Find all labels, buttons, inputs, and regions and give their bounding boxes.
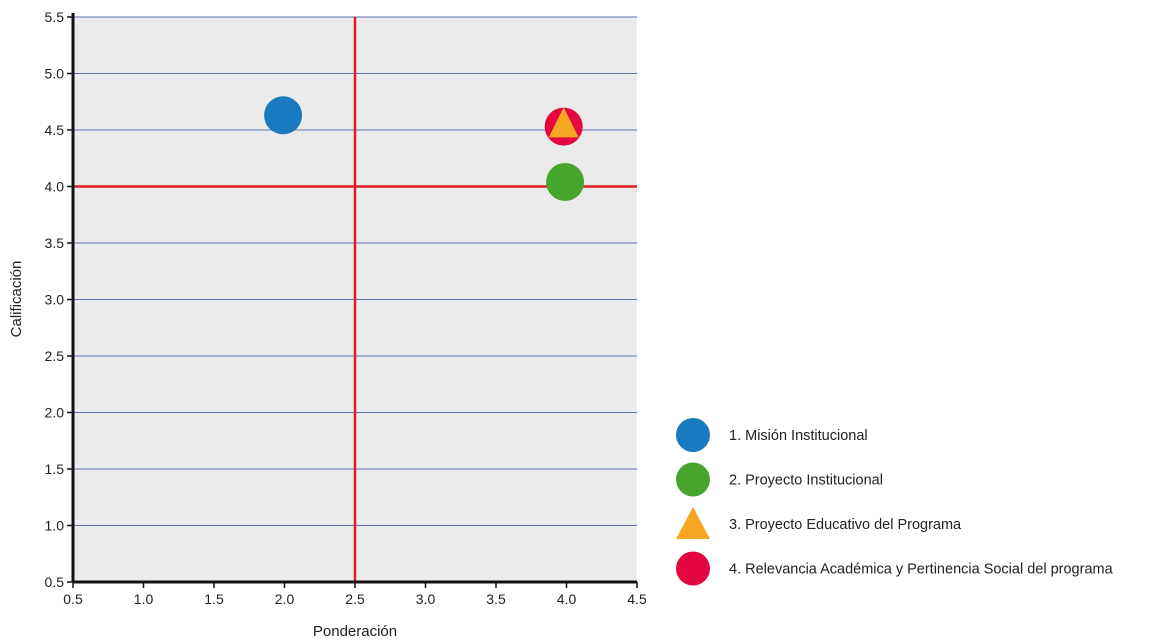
data-point-1 [264,96,303,135]
y-tick-label-5.0: 5.0 [45,66,65,82]
legend-label-3: 3. Proyecto Educativo del Programa [729,517,962,533]
legend-marker-1 [676,418,710,452]
x-tick-label-4.5: 4.5 [627,591,647,607]
x-tick-label-1.5: 1.5 [204,591,224,607]
data-point-3 [548,107,579,138]
x-tick-label-0.5: 0.5 [63,591,83,607]
reference-lines [73,17,637,582]
y-tick-label-4.0: 4.0 [45,179,65,195]
x-axis-title: Ponderación [313,623,397,640]
y-axis-title: Calificación [8,261,25,338]
y-tick-label-3.0: 3.0 [45,292,65,308]
x-tick-label-4.0: 4.0 [557,591,577,607]
data-points [264,96,585,201]
x-tick-label-3.5: 3.5 [486,591,506,607]
legend-marker-2 [676,462,710,497]
y-tick-label-2.0: 2.0 [45,405,65,421]
legend-marker-3 [676,507,710,539]
y-tick-labels: 0.5 1.0 1.5 2.0 2.5 3.0 3.5 4.0 4.5 5.0 5.5 [45,9,73,590]
x-tick-label-2.5: 2.5 [345,591,365,607]
y-tick-label-4.5: 4.5 [45,122,65,138]
legend-label-1: 1. Misión Institucional [729,428,868,444]
x-tick-labels: 0.5 1.0 1.5 2.0 2.5 3.0 3.5 4.0 4.5 [63,582,647,607]
legend-marker-4 [676,551,710,586]
y-tick-label-0.5: 0.5 [45,574,65,590]
y-tick-label-5.5: 5.5 [45,9,65,25]
y-tick-label-1.0: 1.0 [45,518,65,534]
y-tick-label-1.5: 1.5 [45,461,65,477]
y-tick-label-2.5: 2.5 [45,348,65,364]
legend-label-4: 4. Relevancia Académica y Pertinencia So… [729,562,1114,578]
x-tick-label-3.0: 3.0 [416,591,436,607]
x-tick-label-1.0: 1.0 [134,591,154,607]
legend-label-2: 2. Proyecto Institucional [729,473,883,489]
y-tick-label-3.5: 3.5 [45,235,65,251]
legend: 1. Misión Institucional 2. Proyecto Insti… [676,418,1114,586]
x-tick-label-2.0: 2.0 [275,591,295,607]
data-point-2 [546,162,585,201]
